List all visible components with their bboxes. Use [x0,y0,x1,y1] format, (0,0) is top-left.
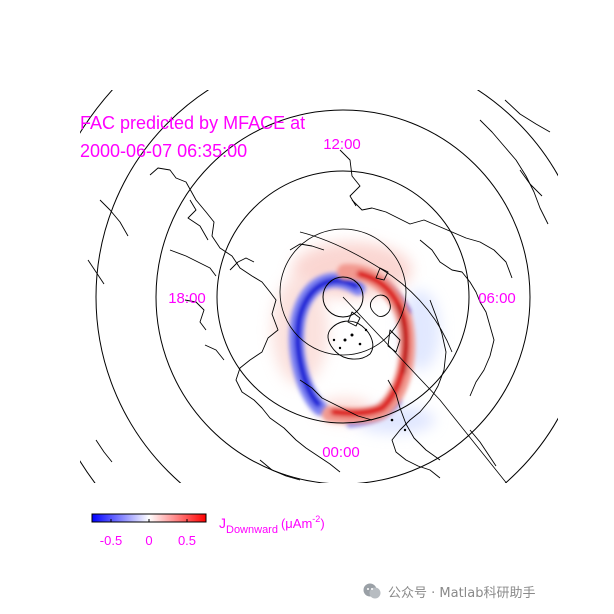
watermark: 公众号 · Matlab科研助手 [362,580,536,602]
lt-label-06: 06:00 [478,290,516,307]
wechat-icon [363,583,381,599]
lt-label-12: 12:00 [323,136,361,153]
colorbar-label: JDownward (μAm-2) [219,514,325,536]
chart-title-line-1: FAC predicted by MFACE at [80,113,305,133]
watermark-text: 公众号 · Matlab科研助手 [388,585,536,601]
colorbar-tick-label: 0.5 [178,533,196,548]
lt-label-00: 00:00 [322,444,360,461]
chart-title-line-2: 2000-06-07 06:35:00 [80,141,247,161]
colorbar: -0.5 0 0.5 JDownward (μAm-2) [91,513,325,548]
colorbar-tick-label: -0.5 [100,533,122,548]
geographic-grid [279,228,507,483]
arctic-islands [332,328,407,432]
lt-label-18: 18:00 [168,290,206,307]
latitude-circles [80,90,558,483]
colorbar-tick-label: 0 [145,533,152,548]
coastlines [87,99,551,481]
positive-current-arc [322,263,416,424]
